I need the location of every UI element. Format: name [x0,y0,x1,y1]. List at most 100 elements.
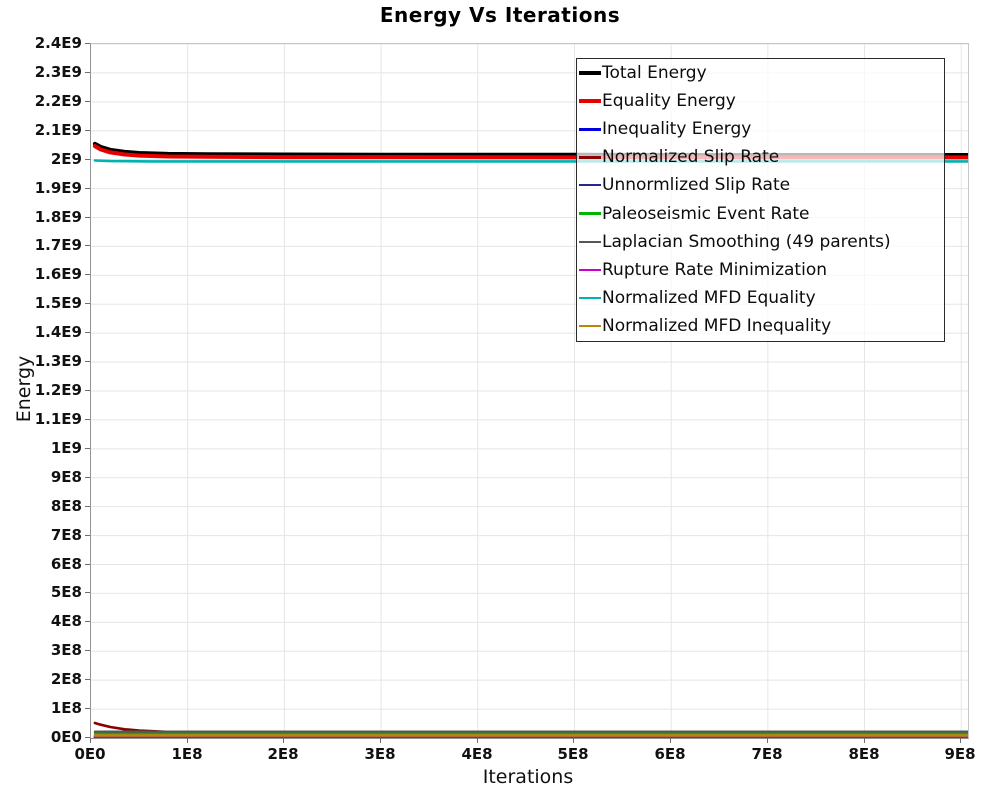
y-tick-mark [85,708,90,709]
y-tick-mark [85,188,90,189]
x-tick-mark [864,738,865,743]
y-tick-label: 1.8E9 [34,208,82,226]
y-axis-title: Energy [13,355,35,423]
y-tick-mark [85,477,90,478]
y-tick-mark [85,650,90,651]
chart-title: Energy Vs Iterations [379,3,621,27]
y-tick-mark [85,737,90,738]
y-tick-label: 2E8 [50,670,82,688]
legend-item-label: Rupture Rate Minimization [602,259,827,280]
legend-box: Total Energy Equality Energy Inequality En… [576,58,945,342]
x-tick-label: 3E8 [364,745,396,763]
y-tick-mark [85,274,90,275]
y-tick-label: 1E8 [50,699,82,717]
x-tick-mark [960,738,961,743]
y-tick-label: 1.6E9 [34,265,82,283]
y-tick-mark [85,419,90,420]
y-tick-label: 3E8 [50,641,82,659]
legend-item-label: Equality Energy [602,91,736,112]
x-tick-mark [573,738,574,743]
x-tick-mark [187,738,188,743]
y-tick-label: 9E8 [50,468,82,486]
y-tick-mark [85,101,90,102]
legend-swatch-line [579,240,601,243]
x-tick-label: 2E8 [267,745,299,763]
x-tick-label: 4E8 [461,745,493,763]
x-tick-label: 5E8 [557,745,589,763]
x-tick-label: 6E8 [654,745,686,763]
x-tick-label: 7E8 [751,745,783,763]
x-tick-mark [670,738,671,743]
x-tick-mark [90,738,91,743]
legend-swatch-line [579,99,601,104]
y-tick-label: 2.4E9 [34,34,82,52]
y-tick-mark [85,303,90,304]
y-tick-label: 6E8 [50,555,82,573]
legend-swatch-line [579,71,601,76]
legend-item: Laplacian Smoothing (49 parents) [579,228,944,256]
legend-item-label: Unnormlized Slip Rate [602,175,791,196]
y-tick-mark [85,564,90,565]
x-tick-label: 1E8 [171,745,203,763]
x-tick-label: 8E8 [848,745,880,763]
x-axis-title: Iterations [482,766,574,788]
legend-item-label: Inequality Energy [602,119,752,140]
y-tick-label: 1.1E9 [34,410,82,428]
y-tick-label: 2.2E9 [34,92,82,110]
legend-swatch-line [579,296,601,300]
legend-item: Normalized MFD Inequality [579,312,944,340]
y-tick-mark [85,448,90,449]
y-tick-mark [85,217,90,218]
legend-item: Rupture Rate Minimization [579,256,944,284]
y-tick-mark [85,43,90,44]
plot-area: Total Energy Equality Energy Inequality En… [90,43,969,739]
y-tick-mark [85,159,90,160]
x-tick-label: 0E0 [74,745,106,763]
y-tick-mark [85,130,90,131]
y-tick-mark [85,245,90,246]
y-tick-label: 2E9 [50,150,82,168]
legend-item-label: Normalized MFD Inequality [602,315,832,336]
y-tick-mark [85,592,90,593]
y-tick-label: 1.4E9 [34,323,82,341]
y-tick-label: 0E0 [50,728,82,746]
legend-swatch-line [579,268,601,271]
y-tick-label: 1E9 [50,439,82,457]
y-tick-label: 1.3E9 [34,352,82,370]
y-tick-label: 2.3E9 [34,63,82,81]
y-tick-mark [85,361,90,362]
legend-item: Inequality Energy [579,115,944,143]
legend-swatch-line [579,156,601,159]
legend-item: Unnormlized Slip Rate [579,171,944,199]
legend-item: Total Energy [579,59,944,87]
y-tick-label: 1.7E9 [34,236,82,254]
legend-item: Normalized Slip Rate [579,143,944,171]
legend-item-label: Normalized Slip Rate [602,147,780,168]
legend-item-label: Laplacian Smoothing (49 parents) [602,231,891,252]
y-tick-mark [85,332,90,333]
y-tick-mark [85,621,90,622]
legend-item: Normalized MFD Equality [579,284,944,312]
y-tick-mark [85,506,90,507]
x-tick-mark [477,738,478,743]
x-tick-mark [283,738,284,743]
y-tick-label: 7E8 [50,526,82,544]
y-tick-mark [85,679,90,680]
legend-item: Equality Energy [579,87,944,115]
y-tick-label: 5E8 [50,583,82,601]
legend-item-label: Total Energy [602,63,707,84]
x-tick-mark [767,738,768,743]
x-tick-label: 9E8 [944,745,976,763]
y-tick-label: 2.1E9 [34,121,82,139]
legend-swatch-line [579,184,601,187]
y-tick-label: 1.5E9 [34,294,82,312]
legend-item-label: Normalized MFD Equality [602,287,816,308]
x-tick-mark [380,738,381,743]
y-tick-label: 1.9E9 [34,179,82,197]
legend-swatch-line [579,212,601,215]
legend-item: Paleoseismic Event Rate [579,199,944,227]
series-line-normalized-mfd-equality [93,159,968,163]
y-tick-label: 1.2E9 [34,381,82,399]
y-tick-mark [85,390,90,391]
